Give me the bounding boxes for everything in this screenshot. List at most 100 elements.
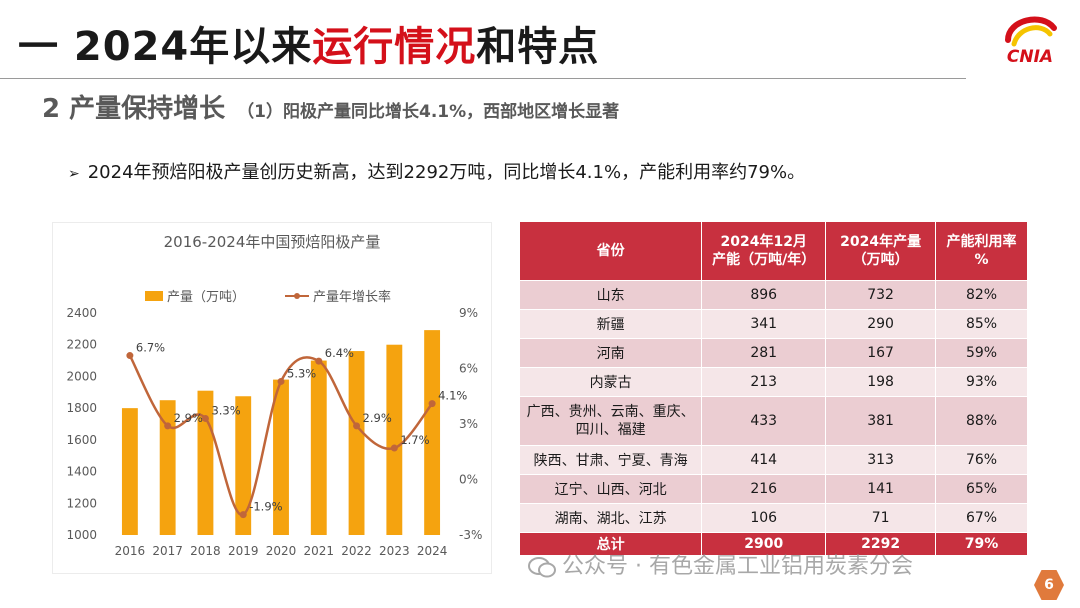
table-cell: 341 [701, 309, 827, 339]
title-highlight: 运行情况 [312, 24, 477, 70]
x-tick-label: 2020 [266, 544, 297, 558]
table-cell: 山东 [520, 280, 703, 310]
growth-point-2018 [201, 414, 209, 422]
table-cell: 85% [935, 309, 1028, 339]
table-cell: 65% [935, 474, 1028, 504]
x-tick-label: 2016 [115, 544, 146, 558]
svg-text:CNIA: CNIA [1007, 47, 1053, 67]
growth-label: 6.4% [325, 346, 354, 360]
header-line: （万吨） [852, 252, 909, 268]
growth-point-2019 [239, 511, 247, 519]
table-header-cell: 2024年产量 （万吨） [825, 222, 937, 281]
y-tick-left: 2400 [66, 306, 97, 320]
header-line: 产能利用率 [946, 234, 1017, 250]
header-line: 2024年产量 [840, 234, 922, 250]
x-tick-label: 2018 [190, 544, 221, 558]
table-row: 陕西、甘肃、宁夏、青海 414 313 76% [520, 445, 1028, 475]
province-line: 广西、贵州、云南、重庆、 [526, 404, 695, 420]
table-cell: 141 [825, 474, 937, 504]
table-cell: 河南 [520, 338, 703, 368]
legend-line-marker [294, 293, 300, 299]
table-cell: 896 [701, 280, 827, 310]
bar-2019 [235, 396, 252, 535]
table-header-cell: 2024年12月 产能（万吨/年） [701, 222, 827, 281]
growth-label: 3.3% [211, 403, 240, 417]
table-cell: 76% [935, 445, 1028, 475]
table-header-row: 省份 2024年12月 产能（万吨/年） 2024年产量 （万吨） 产能利用率% [520, 222, 1028, 281]
y-tick-left: 2000 [66, 369, 97, 383]
table-cell: 198 [825, 367, 937, 397]
growth-label: 2.9% [174, 411, 203, 425]
x-tick-label: 2017 [152, 544, 183, 558]
growth-label: 1.7% [400, 433, 429, 447]
bar-2017 [159, 400, 176, 535]
table-cell: 414 [701, 445, 827, 475]
header-line: 省份 [596, 243, 625, 259]
chart-title: 2016-2024年中国预焙阳极产量 [164, 233, 381, 251]
table-cell: 湖南、湖北、江苏 [520, 503, 703, 533]
table-total-row: 总计 2900 2292 79% [520, 532, 1028, 555]
table-row: 河南 281 167 59% [520, 338, 1028, 368]
table-cell: 67% [935, 503, 1028, 533]
y-tick-right: -3% [459, 528, 482, 542]
table-body: 山东 896 732 82% 新疆 341 290 85% 河南 281 167 59% 内蒙古 213 1… [520, 280, 1028, 555]
y-tick-right: 0% [459, 473, 478, 487]
table-row: 湖南、湖北、江苏 106 71 67% [520, 503, 1028, 533]
page-number-badge: 6 [1034, 570, 1064, 600]
table-cell: 71 [825, 503, 937, 533]
table-cell: 281 [701, 338, 827, 368]
title-suffix: 和特点 [476, 24, 600, 70]
y-tick-left: 2200 [66, 338, 97, 352]
growth-label: 4.1% [438, 389, 467, 403]
bullet-text: 2024年预焙阳极产量创历史新高，达到2292万吨，同比增长4.1%，产能利用率… [87, 162, 806, 183]
cnia-logo: CNIA [994, 10, 1066, 70]
province-line: 四川、福建 [575, 422, 646, 438]
page-title: 一 2024年以来运行情况和特点 [18, 14, 599, 78]
table-cell: 167 [825, 338, 937, 368]
y-tick-left: 1200 [66, 496, 97, 510]
bullet-point: ➢ 2024年预焙阳极产量创历史新高，达到2292万吨，同比增长4.1%，产能利用… [68, 158, 805, 184]
province-table: 省份 2024年12月 产能（万吨/年） 2024年产量 （万吨） 产能利用率% 山东 89… [520, 222, 1028, 555]
growth-point-2022 [353, 422, 361, 430]
production-chart: 2016-2024年中国预焙阳极产量 产量（万吨） 产量年增长率 1000 1200 14… [52, 222, 492, 574]
table-row: 辽宁、山西、河北 216 141 65% [520, 474, 1028, 504]
y-tick-right: 3% [459, 417, 478, 431]
bar-2021 [310, 360, 327, 535]
table-cell: 内蒙古 [520, 367, 703, 397]
table-cell: 732 [825, 280, 937, 310]
legend-bar-swatch [145, 291, 163, 301]
growth-label: 5.3% [287, 366, 316, 380]
title-divider [0, 78, 966, 79]
watermark-text: 公众号 · 有色金属工业铝用炭素分会 [562, 554, 913, 579]
growth-point-2016 [126, 352, 134, 360]
bar-2023 [386, 344, 403, 535]
y-tick-left: 1000 [66, 528, 97, 542]
bar-2022 [348, 351, 365, 535]
table-cell: 381 [825, 396, 937, 446]
wechat-icon [528, 557, 556, 578]
growth-label: 6.7% [136, 341, 165, 355]
header-line: 2024年12月 [720, 234, 807, 250]
table-cell: 88% [935, 396, 1028, 446]
subtitle-main: 2 产量保持增长 [42, 94, 226, 124]
table-row: 新疆 341 290 85% [520, 309, 1028, 339]
growth-label: 2.9% [363, 411, 392, 425]
table-cell: 216 [701, 474, 827, 504]
subtitle-sub: （1）阳极产量同比增长4.1%，西部地区增长显著 [237, 102, 620, 122]
growth-point-2021 [315, 357, 323, 365]
table-header-cell: 省份 [520, 222, 703, 281]
legend-line-label: 产量年增长率 [313, 289, 391, 305]
table-cell: 新疆 [520, 309, 703, 339]
table-row: 山东 896 732 82% [520, 280, 1028, 310]
table-row: 内蒙古 213 198 93% [520, 367, 1028, 397]
header-line: % [974, 252, 989, 268]
bar-2024 [424, 330, 441, 535]
table-cell: 辽宁、山西、河北 [520, 474, 703, 504]
table-cell: 290 [825, 309, 937, 339]
growth-point-2024 [428, 400, 436, 408]
legend-bar-label: 产量（万吨） [167, 290, 245, 305]
growth-point-2020 [277, 377, 285, 385]
table-header-cell: 产能利用率% [935, 222, 1028, 281]
growth-label: -1.9% [249, 500, 282, 514]
